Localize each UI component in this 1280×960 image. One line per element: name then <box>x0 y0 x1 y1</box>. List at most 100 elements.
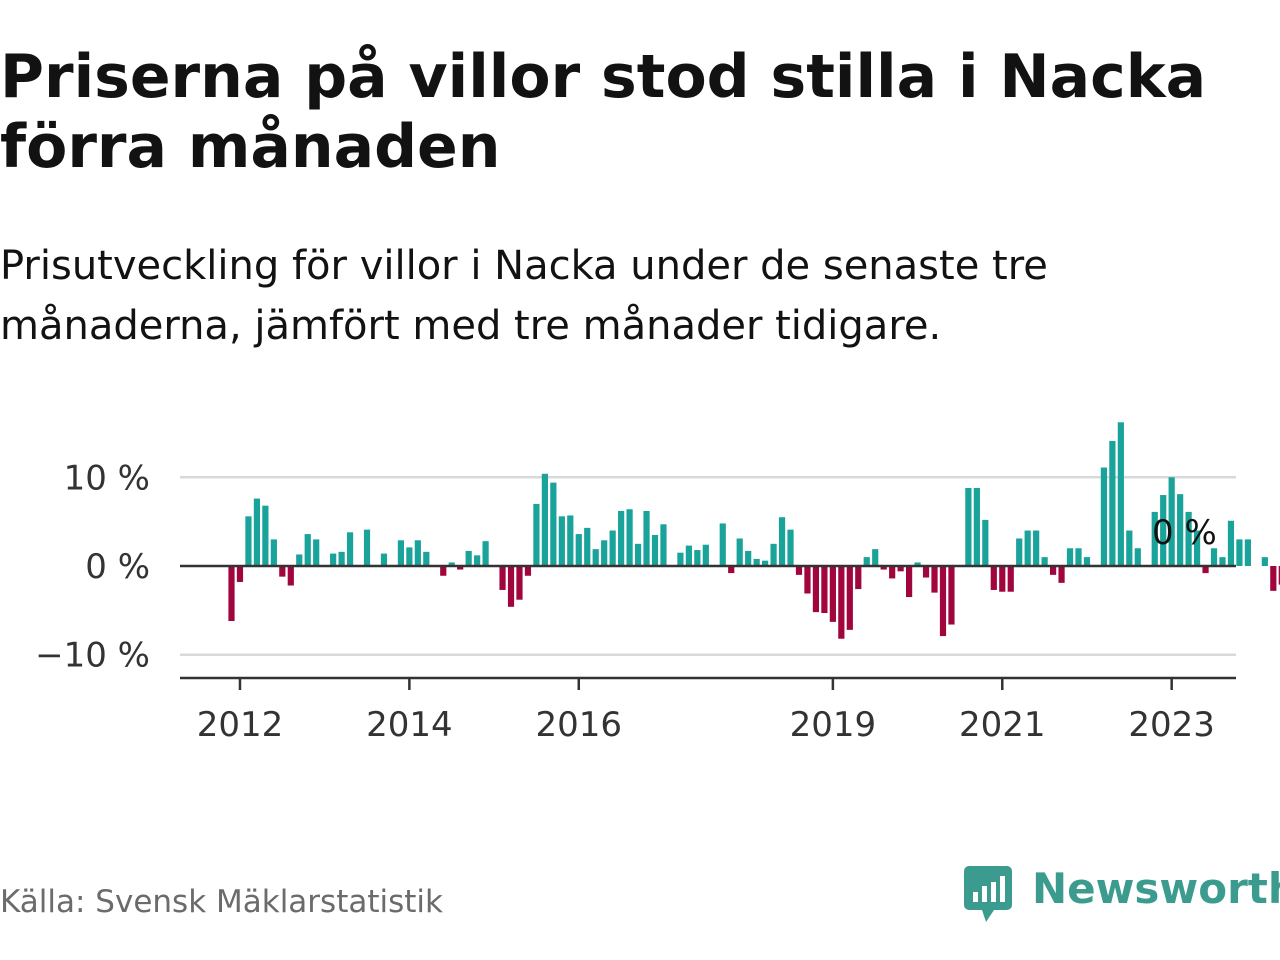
bar <box>1109 440 1116 566</box>
bar <box>448 562 455 566</box>
bar <box>592 549 599 566</box>
bar <box>1075 548 1082 566</box>
bar <box>1177 494 1184 566</box>
bar <box>795 566 803 575</box>
bars <box>228 422 1280 639</box>
bar <box>567 515 574 566</box>
bar <box>1049 566 1057 575</box>
bar <box>1016 538 1023 566</box>
chart-subtitle: Prisutveckling för villor i Nacka under … <box>0 243 1048 349</box>
bar <box>660 524 667 566</box>
y-tick-label: −10 % <box>35 636 150 676</box>
bar <box>575 534 582 566</box>
bar <box>601 540 608 566</box>
bar <box>948 566 955 625</box>
bar <box>1270 566 1277 591</box>
bar <box>1185 511 1192 566</box>
bar <box>279 566 286 577</box>
bar <box>236 566 244 582</box>
bar <box>804 566 811 594</box>
bar <box>855 566 862 590</box>
bar <box>1168 477 1175 566</box>
bar <box>770 543 777 566</box>
bar <box>973 487 980 566</box>
bar <box>1210 548 1218 566</box>
bar <box>507 566 515 607</box>
bar <box>499 566 506 590</box>
bar <box>982 519 989 566</box>
bar <box>1134 548 1141 566</box>
bar <box>541 473 548 566</box>
y-tick-label: 0 % <box>85 547 150 587</box>
bar <box>1058 566 1065 583</box>
bar <box>762 560 769 566</box>
bar <box>1066 548 1074 566</box>
bar <box>990 566 997 590</box>
bar <box>889 566 896 579</box>
bar <box>245 516 252 566</box>
bar <box>999 566 1006 592</box>
bar <box>330 553 337 566</box>
bar <box>363 529 371 566</box>
bar <box>812 566 820 613</box>
bar <box>931 566 938 593</box>
bar <box>939 566 947 637</box>
bar <box>474 555 481 566</box>
bar <box>406 547 413 566</box>
bar <box>745 550 752 566</box>
bar <box>482 541 489 566</box>
bar <box>914 562 921 566</box>
bar <box>262 505 269 566</box>
bar <box>397 540 404 566</box>
bar <box>618 511 625 566</box>
bar <box>304 534 311 566</box>
bar <box>1151 511 1158 566</box>
bar <box>829 566 836 622</box>
y-axis-tick-labels: 10 % 0 % −10 % <box>35 458 150 675</box>
bar <box>380 553 388 566</box>
bar <box>558 516 565 566</box>
bar <box>296 554 303 566</box>
x-tick-label: 2012 <box>197 705 284 745</box>
bar <box>1007 566 1014 592</box>
bar <box>1117 422 1124 566</box>
bar <box>270 539 277 566</box>
bar <box>423 551 430 566</box>
bar <box>1236 539 1243 566</box>
source-note: Källa: Svensk Mäklarstatistik <box>0 884 443 920</box>
bar <box>787 529 794 566</box>
bar <box>838 566 845 639</box>
bar-chart: 10 % 0 % −10 % 2012 2014 2016 2019 2021 2023 0 … <box>35 422 1280 745</box>
bar <box>863 557 870 566</box>
bar <box>1227 520 1235 566</box>
bar <box>728 566 735 574</box>
bar <box>1160 495 1167 566</box>
bar <box>287 566 294 586</box>
bar <box>1041 557 1048 566</box>
bar <box>897 566 904 572</box>
gridlines <box>180 476 1236 656</box>
bar <box>719 523 726 566</box>
x-axis: 2012 2014 2016 2019 2021 2023 <box>180 676 1236 745</box>
bar <box>1202 566 1209 574</box>
bar <box>753 558 760 566</box>
chart-title: Priserna på villor stod stilla i Nacka f… <box>0 42 1207 182</box>
bar <box>1193 530 1201 566</box>
bar <box>1033 530 1040 566</box>
bar <box>465 550 472 566</box>
bar <box>922 566 930 578</box>
bar <box>906 566 913 598</box>
bar <box>550 482 557 566</box>
bar <box>228 566 235 621</box>
x-tick-label: 2021 <box>959 705 1046 745</box>
bar <box>346 532 354 566</box>
bar <box>626 509 633 566</box>
bar <box>846 566 853 630</box>
bar <box>414 540 421 566</box>
bar <box>338 551 345 566</box>
bar <box>1100 467 1108 566</box>
bar <box>1024 530 1031 566</box>
bar <box>533 503 540 566</box>
y-tick-label: 10 % <box>64 458 150 498</box>
x-tick-label: 2019 <box>790 705 877 745</box>
